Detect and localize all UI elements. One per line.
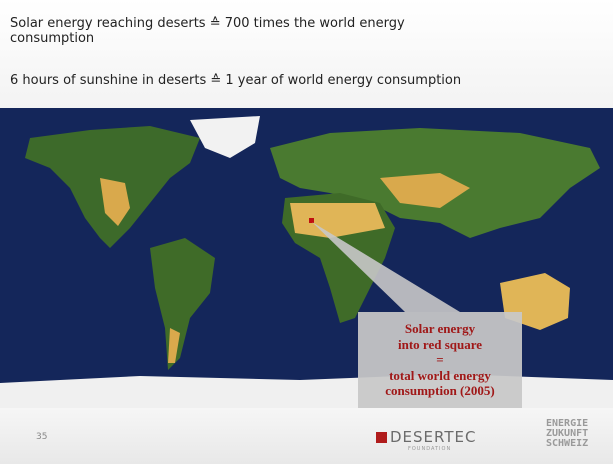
desert [100,178,130,226]
continent [150,238,215,370]
logo-line: SCHWEIZ [546,438,589,449]
logo-line: ENERGIE [546,418,589,429]
text-line: Solar energy reaching deserts ≙ 700 time… [10,16,405,46]
callout-line: into red square [397,336,483,352]
header-band [0,0,613,108]
red-square [309,218,314,223]
callout-line: = [436,352,444,368]
desertec-subtitle: FOUNDATION [408,446,452,452]
logo-text: DESERTEC [390,428,477,446]
logo-square [376,432,387,443]
footer [0,408,613,464]
callout-line: Solar energy [404,321,476,337]
callout: Solar energy into red square = total wor… [358,312,522,408]
callout-line: total world energy [389,367,491,383]
ezs-logo: ENERGIE ZUKUNFT SCHWEIZ [546,419,588,449]
desert [290,203,385,238]
desert [168,328,180,363]
ice [190,116,260,158]
text-line: 6 hours of sunshine in deserts ≙ 1 year … [10,73,462,88]
page-number: 35 [36,432,48,442]
desertec-logo: DESERTEC [376,428,476,446]
world-map [0,108,613,408]
logo-line: ZUKUNFT [546,428,589,439]
callout-line: consumption (2005) [385,383,495,399]
callout-pointer [312,222,460,312]
desert [380,173,470,208]
